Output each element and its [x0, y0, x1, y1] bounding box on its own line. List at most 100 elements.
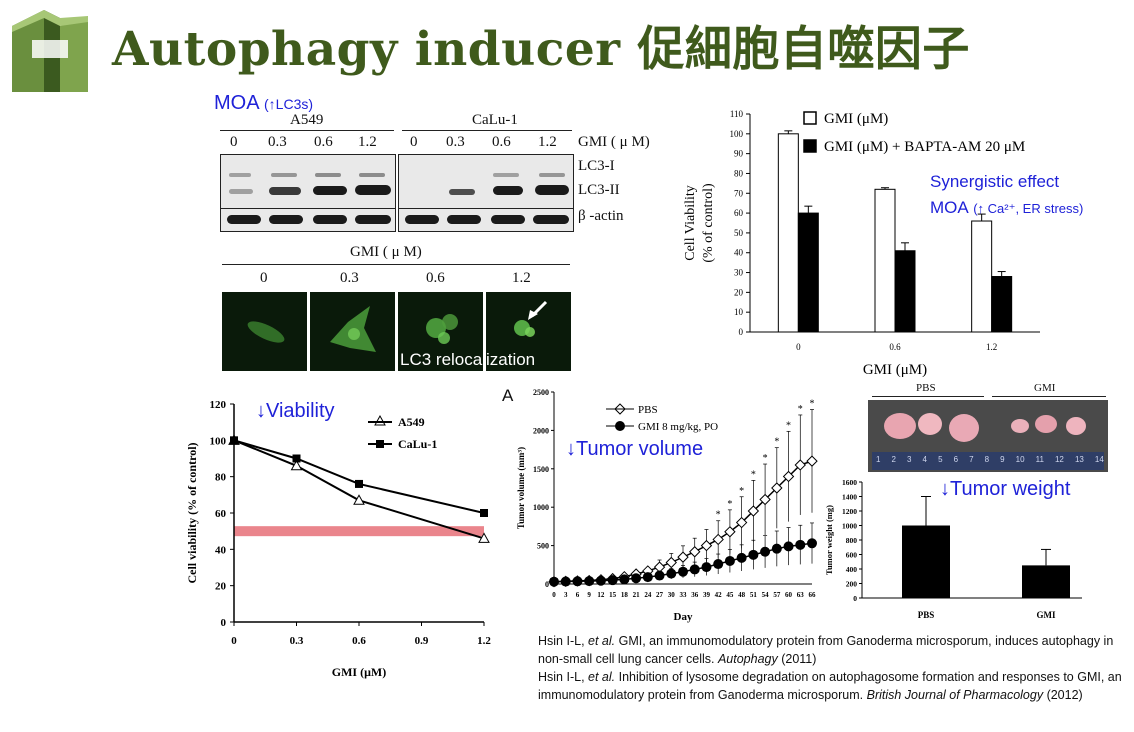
y-tick-label: 1600: [842, 478, 857, 487]
data-point: [700, 539, 713, 552]
y-tick-label: 100: [730, 129, 744, 139]
cell-line-label: CaLu-1: [472, 112, 518, 128]
micrograph: [486, 292, 571, 371]
data-point: [478, 532, 490, 543]
ruler-number: 9: [1000, 455, 1005, 464]
x-tick-label: 45: [726, 591, 734, 599]
ruler-number: 13: [1074, 455, 1084, 464]
ruler-number: 3: [907, 455, 912, 464]
lc3-blot: [398, 154, 574, 210]
ruler-number: 7: [969, 455, 974, 464]
significance-mark: *: [810, 399, 815, 410]
y-tick-label: 120: [210, 399, 227, 411]
x-tick-label: PBS: [918, 610, 935, 620]
data-point: [807, 538, 817, 549]
y-tick-label: 110: [730, 109, 744, 119]
data-point: [654, 570, 665, 581]
reference-item: Hsin I-L, et al. GMI, an immunomodulator…: [538, 634, 1114, 666]
x-tick-label: 3: [564, 591, 568, 599]
data-point: [678, 566, 688, 577]
data-point: [724, 526, 736, 538]
actin-blot: [220, 208, 396, 232]
x-tick-label: 30: [668, 591, 676, 599]
data-point: [572, 576, 583, 587]
moa-ca-annotation: MOA (↑ Ca²⁺, ER stress): [930, 198, 1083, 218]
data-point: [607, 575, 618, 586]
ruler: 1 2 3 4 5 6 7 8 9 10 11 12 13 14: [876, 455, 1104, 464]
x-tick-label: 1.2: [986, 342, 997, 352]
synergistic-annotation: Synergistic effect: [930, 172, 1060, 191]
microscopy-dose: 0.3: [340, 270, 359, 286]
dose-label: 0.6: [492, 134, 511, 150]
y-tick-label: 0: [739, 327, 744, 337]
y-tick-label: 10: [734, 307, 744, 317]
y-tick-label: 70: [734, 188, 744, 198]
ruler-number: 1: [876, 455, 881, 464]
data-point: [747, 505, 760, 517]
y-tick-label: 1000: [533, 503, 549, 512]
data-point: [619, 574, 630, 585]
x-axis-label: GMI (μM): [863, 362, 927, 378]
data-point: [230, 436, 238, 445]
x-tick-label: 36: [691, 591, 699, 599]
y-tick-label: 40: [734, 248, 744, 258]
page-title: Autophagy inducer 促細胞自噬因子: [112, 22, 970, 77]
micrograph: [310, 292, 395, 371]
data-point: [290, 459, 303, 471]
ruler-number: 4: [922, 455, 927, 464]
bar: [797, 212, 819, 333]
dose-label: 1.2: [358, 134, 377, 150]
y-tick-label: 30: [734, 268, 744, 278]
reference-item: Hsin I-L, et al. Inhibition of lysosome …: [538, 670, 1122, 702]
moa-lc3-annotation: MOA (↑LC3s): [214, 92, 313, 115]
data-point: [355, 479, 363, 488]
data-point: [712, 533, 724, 546]
x-tick-label: 21: [633, 591, 641, 599]
legend-label: GMI 8 mg/kg, PO: [638, 421, 718, 433]
bar: [971, 220, 993, 333]
dose-label: 0.6: [314, 134, 333, 150]
ruler-number: 11: [1035, 455, 1044, 464]
y-tick-label: 200: [846, 580, 858, 589]
dose-label: 0: [410, 134, 418, 150]
y-tick-label: 500: [537, 542, 549, 551]
x-tick-label: 57: [773, 591, 781, 599]
y-tick-label: 40: [215, 544, 227, 556]
ruler-number: 6: [953, 455, 959, 464]
series-line: [233, 439, 485, 514]
logo-icon: [12, 10, 88, 92]
dose-label: 1.2: [538, 134, 557, 150]
data-point: [353, 494, 365, 505]
data-point: [794, 459, 806, 471]
data-point: [677, 551, 689, 563]
data-point: [713, 559, 724, 570]
data-point: [560, 576, 571, 587]
data-point: [771, 482, 783, 494]
x-tick-label: 0.9: [415, 635, 429, 647]
y-tick-label: 50: [734, 228, 744, 238]
y-tick-label: 0: [545, 580, 549, 589]
data-point: [665, 556, 677, 569]
x-tick-label: 24: [644, 591, 652, 599]
photo-group-label: PBS: [916, 382, 936, 394]
dose-label: 0: [230, 134, 238, 150]
y-tick-label: 1500: [533, 465, 549, 474]
data-point: [795, 539, 806, 550]
bar: [777, 133, 799, 333]
data-point: [782, 470, 795, 483]
band-label: β -actin: [578, 208, 624, 224]
significance-mark: *: [786, 420, 791, 431]
data-point: [642, 572, 653, 583]
actin-blot: [398, 208, 574, 232]
ruler-number: 12: [1054, 455, 1064, 464]
bar: [894, 250, 916, 333]
data-point: [549, 576, 559, 587]
lc3-blot: [220, 154, 396, 210]
x-tick-label: 0.6: [889, 342, 901, 352]
dose-label: 0.3: [446, 134, 465, 150]
data-point: [689, 546, 701, 558]
ruler-number: 10: [1015, 455, 1025, 464]
x-tick-label: 27: [656, 591, 664, 599]
data-point: [759, 493, 771, 506]
legend-swatch: [803, 111, 817, 125]
